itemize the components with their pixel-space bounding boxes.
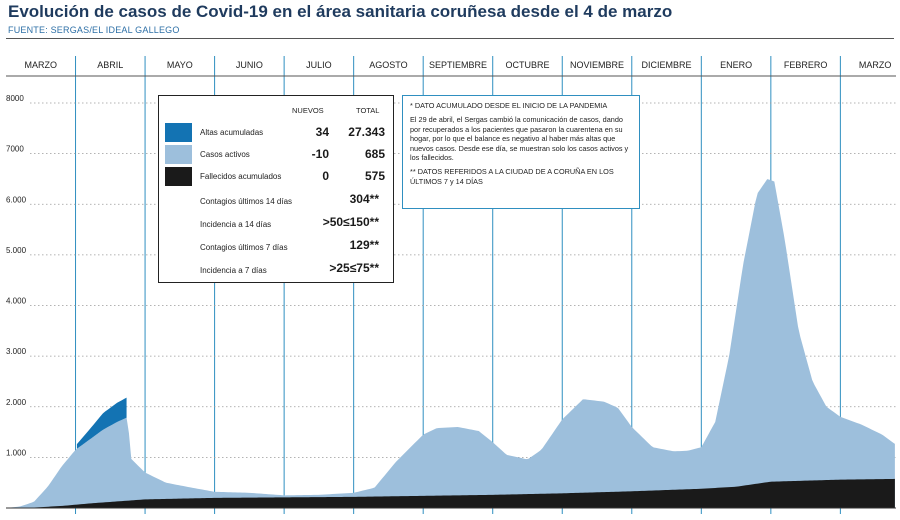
stat-value-contagios-14: 304** <box>349 192 379 206</box>
legend-nuevos-altas: 34 <box>315 125 329 139</box>
legend-label-activos: Casos activos <box>200 150 250 159</box>
legend-nuevos-activos: -10 <box>311 147 329 161</box>
stat-label-incidencia-14: Incidencia a 14 días <box>200 220 272 229</box>
legend-label-fallecidos: Fallecidos acumulados <box>200 172 282 181</box>
x-tick-label: NOVIEMBRE <box>570 60 624 70</box>
y-tick-label: 1.000 <box>6 448 27 457</box>
stat-label-contagios-7: Contagios últimos 7 días <box>200 243 288 252</box>
legend-total-activos: 685 <box>364 147 385 161</box>
legend-col-total: TOTAL <box>356 106 380 115</box>
chart-title: Evolución de casos de Covid-19 en el áre… <box>8 2 673 21</box>
legend-swatch-altas <box>165 123 192 142</box>
stat-label-contagios-14: Contagios últimos 14 días <box>200 197 293 206</box>
legend-label-altas: Altas acumuladas <box>200 128 264 137</box>
legend-total-altas: 27.343 <box>348 125 385 139</box>
y-tick-label: 4.000 <box>6 297 27 306</box>
legend-swatch-fallecidos <box>165 167 192 186</box>
x-tick-label: JUNIO <box>236 60 263 70</box>
stat-label-incidencia-7: Incidencia a 7 días <box>200 266 267 275</box>
x-tick-label: MAYO <box>167 60 193 70</box>
legend-row-activos: Casos activos -10 685 <box>165 145 387 165</box>
stat-value-incidencia-14: >50≤150** <box>322 215 379 229</box>
x-tick-label: MARZO <box>25 60 58 70</box>
x-tick-label: AGOSTO <box>369 60 407 70</box>
series-area-fallecidos-acumulados <box>6 478 895 508</box>
legend-col-nuevos: NUEVOS <box>292 106 324 115</box>
x-tick-label: OCTUBRE <box>505 60 549 70</box>
chart-source: FUENTE: SERGAS/EL IDEAL GALLEGO <box>8 25 180 35</box>
x-tick-label: DICIEMBRE <box>642 60 692 70</box>
y-tick-label: 6.000 <box>6 195 27 204</box>
stat-value-contagios-7: 129** <box>349 238 379 252</box>
y-tick-label: 2.000 <box>6 398 27 407</box>
y-tick-label: 7000 <box>6 145 24 154</box>
x-tick-label: FEBRERO <box>784 60 828 70</box>
note-cambio-sergas: El 29 de abril, el Sergas cambió la comu… <box>410 115 629 163</box>
y-tick-label: 8000 <box>6 94 24 103</box>
header-rule <box>6 38 894 39</box>
legend-row-altas: Altas acumuladas 34 27.343 <box>165 123 387 143</box>
notes-box: * DATO ACUMULADO DESDE EL INICIO DE LA P… <box>402 95 640 209</box>
x-tick-label: JULIO <box>306 60 332 70</box>
legend-total-fallecidos: 575 <box>364 169 385 183</box>
x-tick-label: MARZO <box>859 60 892 70</box>
note-acumulado: * DATO ACUMULADO DESDE EL INICIO DE LA P… <box>410 101 608 110</box>
legend-row-fallecidos: Fallecidos acumulados 0 575 <box>165 167 387 187</box>
y-tick-label: 3.000 <box>6 347 27 356</box>
x-tick-label: ABRIL <box>97 60 123 70</box>
y-tick-label: 5.000 <box>6 246 27 255</box>
series-area-altas-acumuladas <box>76 397 127 449</box>
note-ciudad: ** DATOS REFERIDOS A LA CIUDAD DE A CORU… <box>410 167 614 186</box>
legend-nuevos-fallecidos: 0 <box>322 169 329 183</box>
legend-swatch-activos <box>165 145 192 164</box>
x-tick-label: SEPTIEMBRE <box>429 60 487 70</box>
stat-value-incidencia-7: >25≤75** <box>329 261 379 275</box>
series-area-casos-activos <box>6 179 895 508</box>
x-tick-label: ENERO <box>720 60 752 70</box>
legend-box: NUEVOS TOTAL Altas acumuladas 34 27.343 … <box>158 95 394 283</box>
